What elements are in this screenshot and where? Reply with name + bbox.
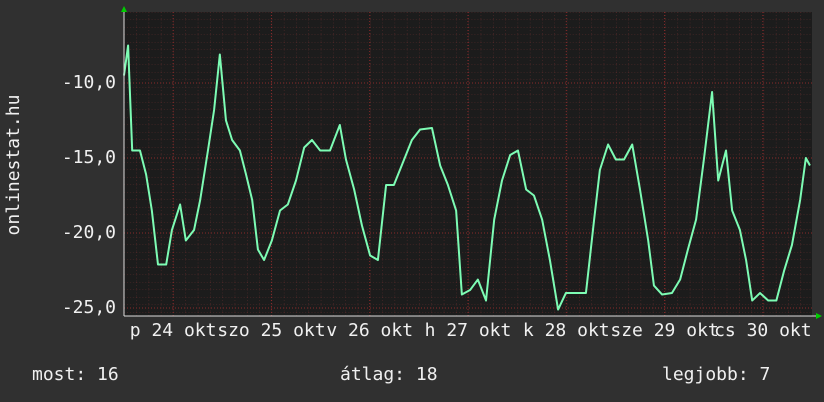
data-line (123, 44, 811, 311)
minor-grid (124, 12, 812, 316)
x-tick-label: cs 30 okt (714, 320, 812, 341)
footer-average: átlag: 18 (340, 364, 438, 385)
y-tick-label: -10,0 (62, 72, 116, 93)
x-tick-label: sze 29 okt (610, 320, 718, 341)
y-tick-label: -20,0 (62, 222, 116, 243)
y-axis-label: onlinestat.hu (3, 95, 24, 236)
x-tick-label: k 28 okt (523, 320, 610, 341)
x-tick-label: p 24 okt (130, 320, 217, 341)
x-tick-label: h 27 okt (425, 320, 512, 341)
y-arrow (121, 6, 127, 12)
x-arrow (816, 313, 822, 319)
footer-best: legjobb: 7 (662, 364, 770, 385)
y-tick-label: -15,0 (62, 147, 116, 168)
x-tick-label: v 26 okt (326, 320, 413, 341)
marks (123, 12, 812, 316)
x-tick-label: szo 25 okt (217, 320, 325, 341)
y-tick-label: -25,0 (62, 297, 116, 318)
footer-current: most: 16 (32, 364, 119, 385)
